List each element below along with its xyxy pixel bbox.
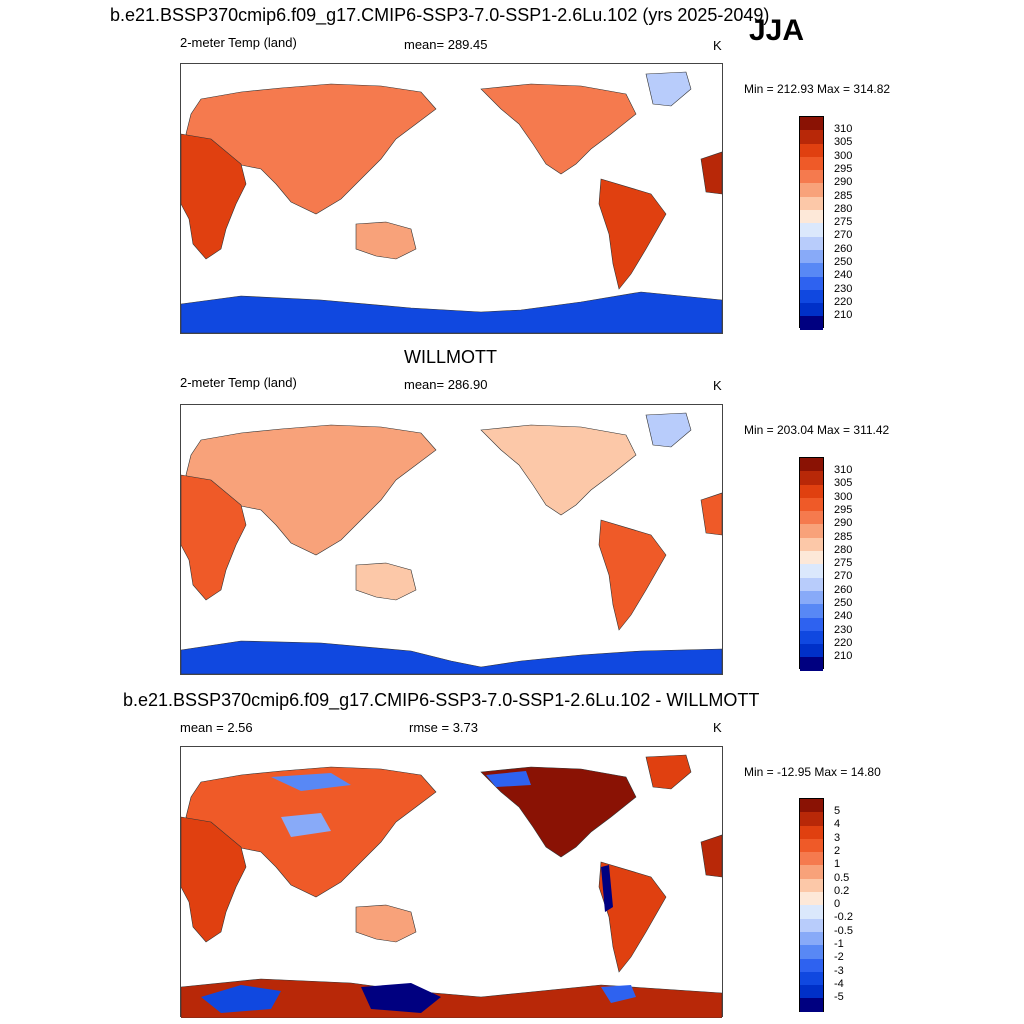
panel1-colorbar-tick: 310 <box>834 123 853 135</box>
panel2-colorbar-tick: 275 <box>834 557 853 569</box>
panel3-rmse-label: rmse = 3.73 <box>409 720 479 735</box>
panel1-colorbar-tick: 240 <box>834 269 853 281</box>
panel1-mean-label: mean= 289.45 <box>404 37 488 52</box>
panel3-antarctica-cold-patch <box>601 985 636 1003</box>
panel2-units-label: K <box>713 378 722 393</box>
panel3-antarctica-cold-patch <box>201 985 281 1013</box>
panel3-map <box>180 746 723 1019</box>
panel2-north-america <box>480 424 637 516</box>
panel1-minmax-label: Min = 212.93 Max = 314.82 <box>744 82 891 96</box>
panel1-colorbar-tick: 290 <box>834 176 853 188</box>
panel3-map-plot <box>180 747 723 1019</box>
panel1-map <box>180 63 723 334</box>
panel3-colorbar-tick: 0.2 <box>834 885 850 897</box>
panel2-colorbar <box>799 457 824 671</box>
panel3-colorbar-tick: -2 <box>834 951 844 963</box>
panel1-map-plot <box>180 64 723 334</box>
panel1-colorbar-tick: 210 <box>834 309 853 321</box>
panel3-colorbar-tick: -5 <box>834 991 844 1003</box>
panel1-colorbar-tick: 300 <box>834 150 853 162</box>
panel2-colorbar-tick: 260 <box>834 584 853 596</box>
panel2-minmax-label: Min = 203.04 Max = 311.42 <box>744 423 890 437</box>
panel1-colorbar-tick: 230 <box>834 283 853 295</box>
panel3-antarctica-cold-patch <box>361 983 441 1013</box>
panel1-colorbar-tick: 220 <box>834 296 853 308</box>
panel3-colorbar-tick: 0.5 <box>834 872 850 884</box>
panel1-colorbar-tick: 250 <box>834 256 853 268</box>
panel3-colorbar <box>799 798 824 1012</box>
panel1-title: b.e21.BSSP370cmip6.f09_g17.CMIP6-SSP3-7.… <box>110 5 770 25</box>
panel3-siberia-cold-patch <box>271 773 351 791</box>
panel2-colorbar-tick: 290 <box>834 517 853 529</box>
panel1-south-america <box>598 178 667 290</box>
panel2-colorbar-tick: 210 <box>834 650 853 662</box>
panel1-colorbar-tick: 305 <box>834 136 853 148</box>
panel2-colorbar-tick: 250 <box>834 597 853 609</box>
panel1-colorbar-tick: 280 <box>834 203 853 215</box>
panel1-variable-label: 2-meter Temp (land) <box>180 35 297 50</box>
panel2-map <box>180 404 723 675</box>
panel3-colorbar-tick: 4 <box>834 818 841 830</box>
panel2-south-america <box>598 519 667 631</box>
panel2-colorbar-tick: 310 <box>834 464 853 476</box>
panel2-map-plot <box>180 405 723 675</box>
panel3-andes-cold-patch <box>601 865 613 912</box>
panel2-colorbar-tick: 270 <box>834 570 853 582</box>
panel1-north-america <box>480 83 637 175</box>
panel2-colorbar-tick: 305 <box>834 477 853 489</box>
panel1-greenland <box>645 71 692 107</box>
panel1-australia <box>355 221 417 260</box>
panel3-colorbar-tick: -3 <box>834 965 844 977</box>
panel2-title: WILLMOTT <box>404 347 497 367</box>
panel3-colorbar-tick: -4 <box>834 978 844 990</box>
panel3-south-america <box>598 861 667 973</box>
panel3-north-america <box>480 766 637 858</box>
panel3-colorbar-tick: 5 <box>834 805 841 817</box>
panel1-colorbar-tick: 285 <box>834 190 853 202</box>
panel3-colorbar-tick: 3 <box>834 832 841 844</box>
panel2-mean-label: mean= 286.90 <box>404 377 488 392</box>
panel3-colorbar-tick: 1 <box>834 858 841 870</box>
panel3-units-label: K <box>713 720 722 735</box>
panel3-tibet-cold-patch <box>281 813 331 837</box>
panel2-colorbar-tick: 280 <box>834 544 853 556</box>
panel2-australia <box>355 562 417 601</box>
panel1-colorbar <box>799 116 824 330</box>
panel2-colorbar-tick: 220 <box>834 637 853 649</box>
panel3-africa <box>180 816 247 943</box>
panel3-australia <box>355 904 417 943</box>
panel2-colorbar-tick: 300 <box>834 491 853 503</box>
panel2-greenland <box>645 412 692 448</box>
panel3-colorbar-tick: -0.2 <box>834 911 853 923</box>
panel3-colorbar-tick: 2 <box>834 845 841 857</box>
panel1-africa <box>180 133 247 260</box>
panel2-africa <box>180 474 247 601</box>
panel3-minmax-label: Min = -12.95 Max = 14.80 <box>744 765 881 779</box>
panel1-colorbar-tick: 275 <box>834 216 853 228</box>
panel1-colorbar-tick: 270 <box>834 229 853 241</box>
panel3-title: b.e21.BSSP370cmip6.f09_g17.CMIP6-SSP3-7.… <box>123 690 760 710</box>
panel3-colorbar-tick: -0.5 <box>834 925 853 937</box>
season-label: JJA <box>749 14 805 47</box>
panel2-colorbar-tick: 240 <box>834 610 853 622</box>
panel3-colorbar-tick: -1 <box>834 938 844 950</box>
panel2-colorbar-tick: 230 <box>834 624 853 636</box>
panel3-colorbar-tick: 0 <box>834 898 841 910</box>
panel1-colorbar-tick: 295 <box>834 163 853 175</box>
panel2-colorbar-tick: 285 <box>834 531 853 543</box>
panel1-units-label: K <box>713 38 722 53</box>
panel3-mean-label: mean = 2.56 <box>180 720 253 735</box>
panel1-colorbar-tick: 260 <box>834 243 853 255</box>
panel3-alaska-cold-patch <box>486 771 531 787</box>
panel3-greenland <box>645 754 692 790</box>
panel2-colorbar-tick: 295 <box>834 504 853 516</box>
panel2-variable-label: 2-meter Temp (land) <box>180 375 297 390</box>
